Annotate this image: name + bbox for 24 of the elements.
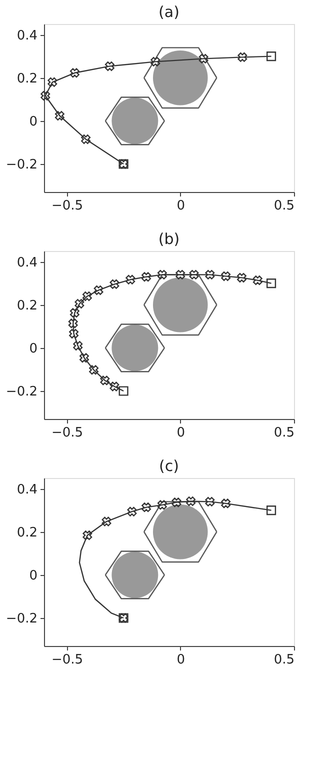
y-tick-label: 0.2 (16, 298, 38, 314)
y-tick-label: 0.2 (16, 525, 38, 540)
chart-title: (a) (158, 3, 180, 21)
x-tick-label: 0.5 (274, 652, 294, 668)
x-tick-label: 0 (176, 198, 186, 214)
x-tick-label: −0.5 (51, 652, 84, 668)
x-tick-label: −0.5 (51, 426, 84, 440)
x-tick-label: 0 (176, 426, 186, 440)
x-tick-label: 0.5 (274, 426, 294, 440)
x-tick-label: −0.5 (51, 198, 84, 214)
y-tick-label: −0.2 (6, 384, 38, 400)
y-tick-label: 0.2 (16, 71, 38, 86)
y-tick-label: 0.4 (16, 482, 38, 498)
y-tick-label: 0.4 (16, 255, 38, 270)
x-tick-label: 0 (176, 652, 186, 668)
y-tick-label: 0.4 (16, 28, 38, 44)
y-tick-label: −0.2 (6, 612, 38, 626)
y-tick-label: 0 (29, 568, 38, 584)
x-tick-label: 0.5 (274, 198, 294, 214)
y-tick-label: 0 (29, 114, 38, 130)
chart-title: (b) (158, 230, 180, 248)
chart-title: (c) (159, 457, 179, 475)
y-tick-label: 0 (29, 341, 38, 356)
y-tick-label: −0.2 (6, 158, 38, 172)
